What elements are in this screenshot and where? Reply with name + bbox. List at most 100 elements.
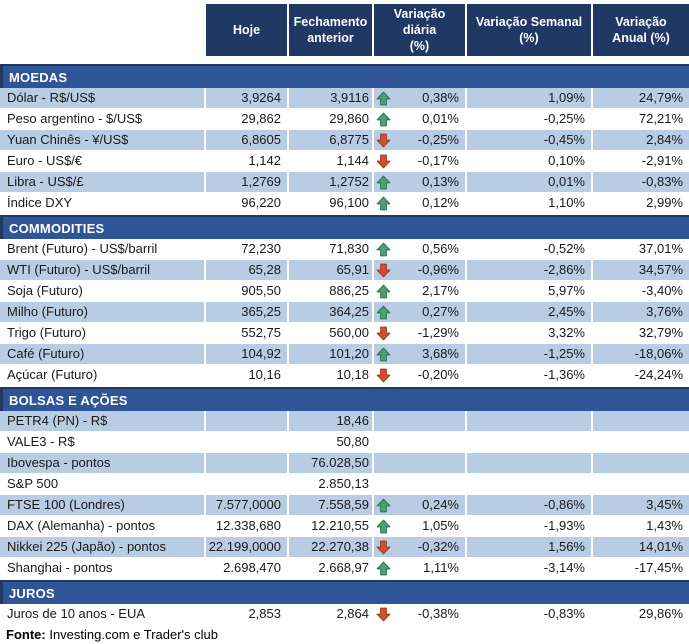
variacao-anual-value: 34,57% (593, 260, 689, 280)
table-row: Índice DXY 96,220 96,100 0,12% 1,10% 2,99% (0, 193, 689, 213)
variacao-diaria-value: 0,27% (422, 304, 459, 319)
arrow-down-icon (376, 368, 391, 383)
variacao-anual-value (593, 453, 689, 473)
row-label: Brent (Futuro) - US$/barril (0, 239, 206, 259)
hoje-value: 905,50 (206, 281, 289, 301)
variacao-diaria-cell: 0,24% (374, 495, 467, 515)
hoje-value (206, 474, 289, 494)
variacao-semanal-value: 3,32% (467, 323, 593, 343)
row-label: Índice DXY (0, 193, 206, 213)
table-row: PETR4 (PN) - R$ 18,46 (0, 411, 689, 431)
hoje-value (206, 411, 289, 431)
variacao-semanal-value: -0,52% (467, 239, 593, 259)
fechamento-value: 22.270,38 (289, 537, 374, 557)
variacao-diaria-cell: 0,38% (374, 88, 467, 108)
variacao-diaria-value: -0,25% (417, 132, 459, 147)
fechamento-value: 101,20 (289, 344, 374, 364)
fechamento-value: 71,830 (289, 239, 374, 259)
arrow-up-icon (376, 561, 391, 576)
variacao-semanal-value: -0,45% (467, 130, 593, 150)
section-header-commodities: COMMODITIES (0, 215, 689, 239)
table-row: Ibovespa - pontos 76.028,50 (0, 453, 689, 473)
variacao-diaria-value: 0,13% (422, 174, 459, 189)
row-label: VALE3 - R$ (0, 432, 206, 452)
hoje-value: 10,16 (206, 365, 289, 385)
fechamento-value: 18,46 (289, 411, 374, 431)
variacao-diaria-cell: -0,32% (374, 537, 467, 557)
arrow-up-icon (376, 91, 391, 106)
variacao-semanal-value: 0,01% (467, 172, 593, 192)
section-title: COMMODITIES (9, 220, 105, 236)
row-label: Shanghai - pontos (0, 558, 206, 578)
variacao-semanal-value: 1,10% (467, 193, 593, 213)
fechamento-value: 2,864 (289, 604, 374, 624)
variacao-anual-value: -2,91% (593, 151, 689, 171)
arrow-up-icon (376, 498, 391, 513)
arrow-up-icon (376, 112, 391, 127)
hoje-value: 2,853 (206, 604, 289, 624)
variacao-diaria-value: 1,11% (423, 560, 459, 575)
variacao-diaria-cell: -1,29% (374, 323, 467, 343)
table-row: Açúcar (Futuro) 10,16 10,18 -0,20% -1,36% -24… (0, 365, 689, 385)
variacao-anual-value: 37,01% (593, 239, 689, 259)
arrow-up-icon (376, 347, 391, 362)
arrow-up-icon (376, 196, 391, 211)
table-row: Juros de 10 anos - EUA 2,853 2,864 -0,38% -0… (0, 604, 689, 624)
row-label: Yuan Chinês - ¥/US$ (0, 130, 206, 150)
variacao-anual-value: -0,83% (593, 172, 689, 192)
section-header-juros: JUROS (0, 580, 689, 604)
arrow-down-icon (376, 133, 391, 148)
variacao-diaria-cell: -0,17% (374, 151, 467, 171)
variacao-anual-value: 24,79% (593, 88, 689, 108)
section-header-bolsas-e-acoes: BOLSAS E AÇÕES (0, 387, 689, 411)
fechamento-value: 29,860 (289, 109, 374, 129)
fechamento-value: 886,25 (289, 281, 374, 301)
fechamento-value: 560,00 (289, 323, 374, 343)
table-row: S&P 500 2.850,13 (0, 474, 689, 494)
arrow-placeholder (376, 477, 391, 492)
row-label: DAX (Alemanha) - pontos (0, 516, 206, 536)
variacao-semanal-value: -0,83% (467, 604, 593, 624)
variacao-diaria-value: -1,29% (417, 325, 459, 340)
col-header-variacao-anual: Variação Anual (%) (593, 4, 689, 56)
variacao-anual-value: 2,99% (593, 193, 689, 213)
table-body: MOEDAS Dólar - R$/US$ 3,9264 3,9116 0,38% 1,0… (0, 64, 689, 624)
variacao-diaria-cell (374, 432, 467, 452)
row-label: Milho (Futuro) (0, 302, 206, 322)
header-spacer (0, 4, 206, 56)
row-label: Trigo (Futuro) (0, 323, 206, 343)
fechamento-value: 12.210,55 (289, 516, 374, 536)
hoje-value (206, 453, 289, 473)
arrow-down-icon (376, 326, 391, 341)
variacao-diaria-value: 0,01% (422, 111, 459, 126)
hoje-value: 12.338,680 (206, 516, 289, 536)
table-row: Milho (Futuro) 365,25 364,25 0,27% 2,45% 3,76… (0, 302, 689, 322)
fechamento-value: 1,2752 (289, 172, 374, 192)
variacao-anual-value: -24,24% (593, 365, 689, 385)
table-row: Brent (Futuro) - US$/barril 72,230 71,830 0… (0, 239, 689, 259)
table-row: Trigo (Futuro) 552,75 560,00 -1,29% 3,32% 32,… (0, 323, 689, 343)
variacao-diaria-cell: -0,20% (374, 365, 467, 385)
variacao-anual-value: 3,76% (593, 302, 689, 322)
fechamento-value: 96,100 (289, 193, 374, 213)
variacao-semanal-value (467, 411, 593, 431)
table-row: VALE3 - R$ 50,80 (0, 432, 689, 452)
variacao-diaria-value: 2,17% (422, 283, 459, 298)
col-header-fechamento: Fechamento anterior (289, 4, 374, 56)
variacao-anual-value: 14,01% (593, 537, 689, 557)
hoje-value: 365,25 (206, 302, 289, 322)
arrow-down-icon (376, 263, 391, 278)
table-row: Nikkei 225 (Japão) - pontos 22.199,0000 22… (0, 537, 689, 557)
variacao-semanal-value: -2,86% (467, 260, 593, 280)
variacao-anual-value: 32,79% (593, 323, 689, 343)
table-row: Yuan Chinês - ¥/US$ 6,8605 6,8775 -0,25% -0,… (0, 130, 689, 150)
fechamento-value: 50,80 (289, 432, 374, 452)
fechamento-value: 2.668,97 (289, 558, 374, 578)
variacao-anual-value (593, 474, 689, 494)
arrow-down-icon (376, 540, 391, 555)
fechamento-value: 10,18 (289, 365, 374, 385)
row-label: Juros de 10 anos - EUA (0, 604, 206, 624)
variacao-diaria-cell: 1,11% (374, 558, 467, 578)
table-row: Café (Futuro) 104,92 101,20 3,68% -1,25% -18,… (0, 344, 689, 364)
variacao-anual-value: 72,21% (593, 109, 689, 129)
